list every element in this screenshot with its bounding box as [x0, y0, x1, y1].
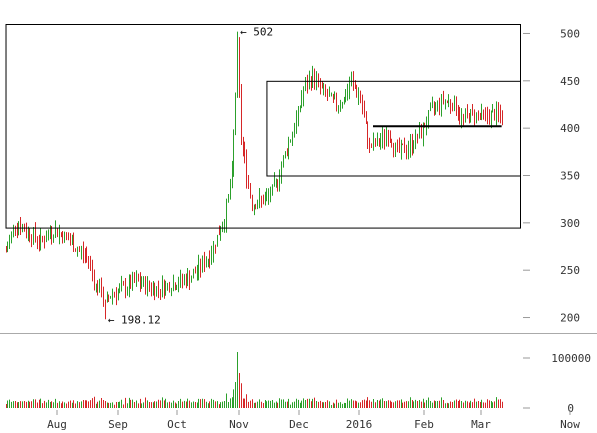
annotations: ← 502 ← 198.12 — [108, 26, 273, 327]
price-annotation: ← 198.12 — [108, 313, 161, 326]
x-tick-label: Mar — [471, 418, 491, 431]
volume-tick-label: 0 — [567, 402, 574, 415]
price-annotation: ← 502 — [240, 26, 273, 39]
volume-tick-label: 100000 — [551, 352, 591, 365]
x-tick-label: Now — [560, 418, 580, 431]
x-tick-label: 2016 — [346, 418, 373, 431]
y-tick-label: 200 — [560, 312, 580, 325]
x-tick-label: Nov — [229, 418, 249, 431]
price-candles — [6, 31, 503, 320]
range-box-2 — [266, 80, 521, 177]
x-tick-label: Dec — [289, 418, 309, 431]
y-tick-label: 350 — [560, 170, 580, 183]
y-tick-label: 400 — [560, 122, 580, 135]
guide-lines — [0, 24, 597, 334]
y-tick-label: 300 — [560, 217, 580, 230]
y-tick-label: 250 — [560, 264, 580, 277]
x-tick-label: Aug — [47, 418, 67, 431]
volume-bars — [6, 352, 503, 408]
x-tick-label: Oct — [167, 418, 187, 431]
x-axis: Aug Sep Oct Nov Dec 2016 Feb Mar Now — [47, 410, 580, 431]
x-tick-label: Feb — [414, 418, 434, 431]
y-axis: 500 450 400 350 300 250 200 100000 0 — [523, 27, 591, 415]
y-tick-label: 500 — [560, 27, 580, 40]
x-tick-label: Sep — [108, 418, 128, 431]
y-tick-label: 450 — [560, 75, 580, 88]
